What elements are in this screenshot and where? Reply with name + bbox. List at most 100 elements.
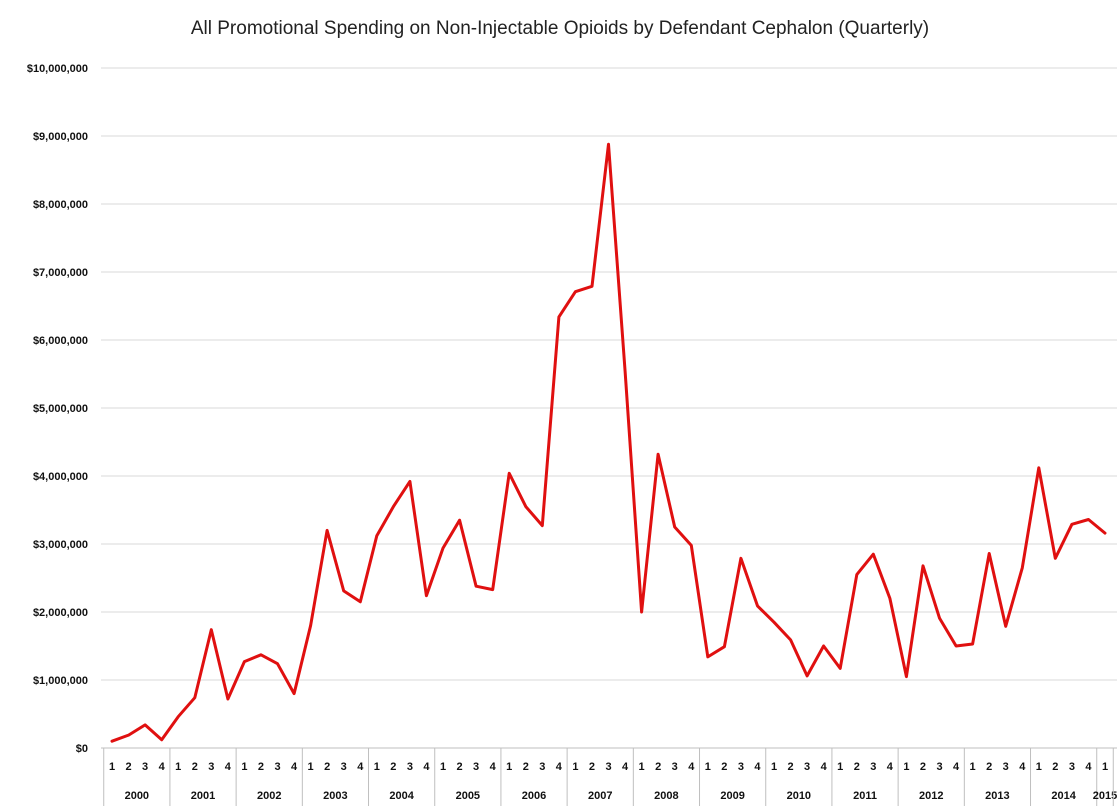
quarter-tick-label: 4 [1085,761,1092,773]
quarter-tick-label: 4 [688,761,695,773]
quarter-tick-label: 4 [754,761,761,773]
y-tick-label: $2,000,000 [33,607,88,619]
data-point [475,585,478,588]
data-point [1021,566,1024,569]
quarter-tick-label: 4 [821,761,828,773]
data-point [359,600,362,603]
data-point [806,674,809,677]
data-point [557,315,560,318]
data-point [326,529,329,532]
data-point [193,696,196,699]
data-point [541,524,544,527]
year-tick-label: 2004 [389,790,414,802]
data-point [706,655,709,658]
year-tick-label: 2014 [1051,790,1076,802]
quarter-tick-label: 2 [787,761,793,773]
quarter-tick-label: 1 [639,761,645,773]
quarter-tick-label: 1 [440,761,446,773]
year-tick-label: 2013 [985,790,1009,802]
quarter-tick-label: 3 [473,761,479,773]
year-tick-label: 2005 [456,790,480,802]
data-point [1054,557,1057,560]
data-point [590,285,593,288]
quarter-tick-label: 2 [125,761,131,773]
quarter-tick-label: 4 [953,761,960,773]
quarter-tick-label: 1 [970,761,976,773]
data-point [640,611,643,614]
quarter-tick-label: 3 [738,761,744,773]
quarter-tick-label: 2 [920,761,926,773]
data-point [574,290,577,293]
data-point [872,553,875,556]
quarter-tick-label: 3 [672,761,678,773]
grid-layer [101,67,1117,681]
quarter-tick-label: 1 [374,761,380,773]
data-point [243,660,246,663]
data-point [1070,523,1073,526]
quarter-tick-label: 2 [456,761,462,773]
data-point [773,621,776,624]
data-point [425,594,428,597]
quarter-tick-label: 3 [208,761,214,773]
y-tick-label: $0 [76,743,88,755]
data-point [458,519,461,522]
y-tick-label: $3,000,000 [33,539,88,551]
year-tick-label: 2002 [257,790,281,802]
data-point [955,645,958,648]
quarter-tick-label: 2 [258,761,264,773]
quarter-tick-label: 3 [936,761,942,773]
data-point [491,588,494,591]
quarter-tick-label: 3 [1069,761,1075,773]
data-point [723,645,726,648]
data-point [1037,466,1040,469]
year-tick-label: 2009 [720,790,744,802]
quarter-tick-label: 1 [1102,761,1108,773]
y-tick-label: $9,000,000 [33,131,88,143]
year-tick-label: 2001 [191,790,215,802]
quarter-tick-label: 1 [506,761,512,773]
data-point [756,604,759,607]
y-tick-label: $8,000,000 [33,199,88,211]
data-point [822,645,825,648]
quarter-tick-label: 1 [1036,761,1042,773]
quarter-tick-label: 4 [159,761,166,773]
quarter-tick-label: 2 [192,761,198,773]
data-point [392,505,395,508]
quarter-tick-label: 2 [1052,761,1058,773]
data-point [905,675,908,678]
data-point [111,740,114,743]
data-point [226,698,229,701]
quarter-tick-label: 3 [804,761,810,773]
data-point [673,526,676,529]
data-point [1087,518,1090,521]
data-point [938,617,941,620]
data-point [524,505,527,508]
data-point [276,662,279,665]
quarter-tick-label: 3 [142,761,148,773]
quarter-tick-label: 2 [589,761,595,773]
y-tick-label: $1,000,000 [33,675,88,687]
year-tick-label: 2000 [125,790,149,802]
data-point [1104,532,1107,535]
spending-series-line [110,142,1107,743]
series-layer [110,142,1107,743]
year-tick-label: 2003 [323,790,347,802]
quarter-tick-label: 1 [308,761,314,773]
y-tick-label: $5,000,000 [33,403,88,415]
quarter-tick-label: 1 [175,761,181,773]
year-tick-label: 2015 [1093,790,1117,802]
quarter-tick-label: 1 [903,761,909,773]
quarter-tick-label: 1 [771,761,777,773]
data-point [971,642,974,645]
y-tick-label: $4,000,000 [33,471,88,483]
data-point [160,738,163,741]
data-point [789,638,792,641]
data-point [309,624,312,627]
quarter-tick-label: 4 [622,761,629,773]
quarter-tick-label: 4 [556,761,563,773]
quarter-tick-label: 1 [572,761,578,773]
data-point [442,547,445,550]
data-point [855,573,858,576]
quarter-tick-label: 1 [837,761,843,773]
quarter-tick-label: 3 [539,761,545,773]
